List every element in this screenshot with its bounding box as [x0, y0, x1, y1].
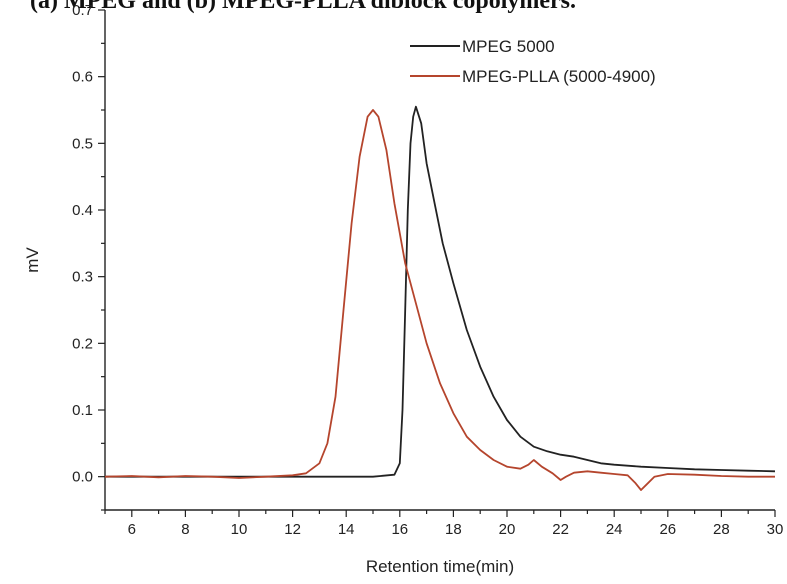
x-tick-label: 18	[445, 521, 462, 538]
y-tick-label: 0.2	[72, 335, 93, 352]
x-tick-label: 6	[128, 521, 136, 538]
x-axis-title: Retention time(min)	[366, 557, 514, 576]
y-tick-label: 0.6	[72, 69, 93, 86]
y-axis-title: mV	[23, 247, 42, 273]
series-line-1	[104, 109, 775, 491]
x-tick-label: 22	[552, 521, 569, 538]
x-tick-label: 10	[231, 521, 248, 538]
y-ticks: 0.0 0.1 0.2 0.3 0.4 0.5 0.6 0.7	[72, 2, 105, 511]
x-ticks: 6 8 10 12 14 16 18 20 22 24 26 28 30	[104, 510, 784, 538]
x-tick-label: 26	[659, 521, 676, 538]
legend-label-mpeg: MPEG 5000	[462, 37, 555, 56]
y-tick-label: 0.1	[72, 402, 93, 419]
y-tick-label: 0.7	[72, 2, 93, 19]
series-layer	[104, 105, 776, 491]
figure-title: (a) MPEG and (b) MPEG-PLLA diblock copol…	[30, 0, 576, 14]
y-tick-label: 0.5	[72, 135, 93, 152]
legend: MPEG 5000 MPEG-PLLA (5000-4900)	[410, 37, 656, 86]
x-tick-label: 24	[606, 521, 623, 538]
y-tick-label: 0.4	[72, 202, 93, 219]
y-tick-label: 0.0	[72, 469, 93, 486]
x-tick-label: 14	[338, 521, 355, 538]
legend-label-mpeg-plla: MPEG-PLLA (5000-4900)	[462, 67, 656, 86]
y-tick-label: 0.3	[72, 269, 93, 286]
x-tick-label: 8	[181, 521, 189, 538]
x-tick-label: 20	[499, 521, 516, 538]
x-tick-label: 30	[767, 521, 784, 538]
series-line-0	[105, 105, 776, 478]
x-tick-label: 28	[713, 521, 730, 538]
x-tick-label: 16	[391, 521, 408, 538]
x-tick-label: 12	[284, 521, 301, 538]
